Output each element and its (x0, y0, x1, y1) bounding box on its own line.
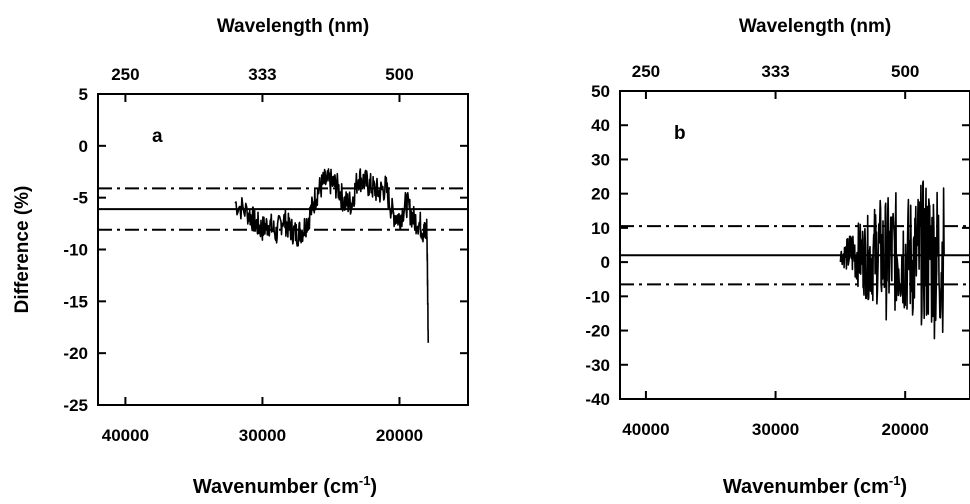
y-tick-label: -10 (63, 241, 88, 260)
x-tick-label: 40000 (622, 420, 669, 439)
x-tick-label: 20000 (376, 426, 423, 445)
top-tick-label: 250 (632, 62, 660, 81)
x-axis-title: Wavenumber (cm-1) (723, 473, 907, 498)
x-tick-label: 30000 (752, 420, 799, 439)
data-trace (234, 168, 430, 343)
y-tick-label: 50 (591, 82, 610, 101)
y-tick-label: -5 (73, 189, 88, 208)
x-tick-label: 40000 (102, 426, 149, 445)
y-tick-label: -20 (585, 322, 610, 341)
x-tick-label: 30000 (239, 426, 286, 445)
y-tick-label: -15 (63, 292, 88, 311)
top-axis-title: Wavelength (nm) (739, 16, 891, 37)
x-axis-title: Wavenumber (cm-1) (193, 473, 377, 498)
y-tick-label: 10 (591, 219, 610, 238)
panel-label: a (152, 126, 163, 147)
panel-label: b (674, 123, 686, 144)
top-axis-title: Wavelength (nm) (217, 16, 369, 37)
y-tick-label: -20 (63, 344, 88, 363)
y-tick-label: -10 (585, 287, 610, 306)
y-tick-label: -30 (585, 356, 610, 375)
y-tick-label: 0 (601, 253, 610, 272)
x-tick-label: 20000 (882, 420, 929, 439)
top-tick-label: 500 (891, 62, 919, 81)
plot-frame (619, 90, 970, 400)
data-trace (839, 180, 945, 340)
y-tick-label: 30 (591, 150, 610, 169)
y-tick-label: 0 (79, 137, 88, 156)
y-tick-label: -40 (585, 390, 610, 409)
panel-a: 5 0 -5 -10 -15 -20 -25 40000 30000 20000 250 333 500… (12, 16, 469, 498)
top-tick-label: 333 (761, 62, 789, 81)
y-tick-label: 20 (591, 185, 610, 204)
top-tick-label: 333 (248, 65, 276, 84)
y-axis-title: Difference (%) (12, 186, 33, 314)
panel-b: 50 40 30 20 10 0 -10 -20 -30 -40 40000 30000 20000 25… (585, 16, 970, 498)
y-tick-label: 40 (591, 116, 610, 135)
y-tick-label: 5 (79, 85, 88, 104)
top-tick-label: 250 (111, 65, 139, 84)
y-tick-label: -25 (63, 396, 88, 415)
top-tick-label: 500 (385, 65, 413, 84)
